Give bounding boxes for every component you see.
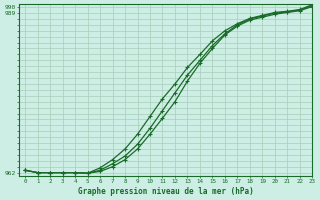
X-axis label: Graphe pression niveau de la mer (hPa): Graphe pression niveau de la mer (hPa) — [78, 187, 253, 196]
